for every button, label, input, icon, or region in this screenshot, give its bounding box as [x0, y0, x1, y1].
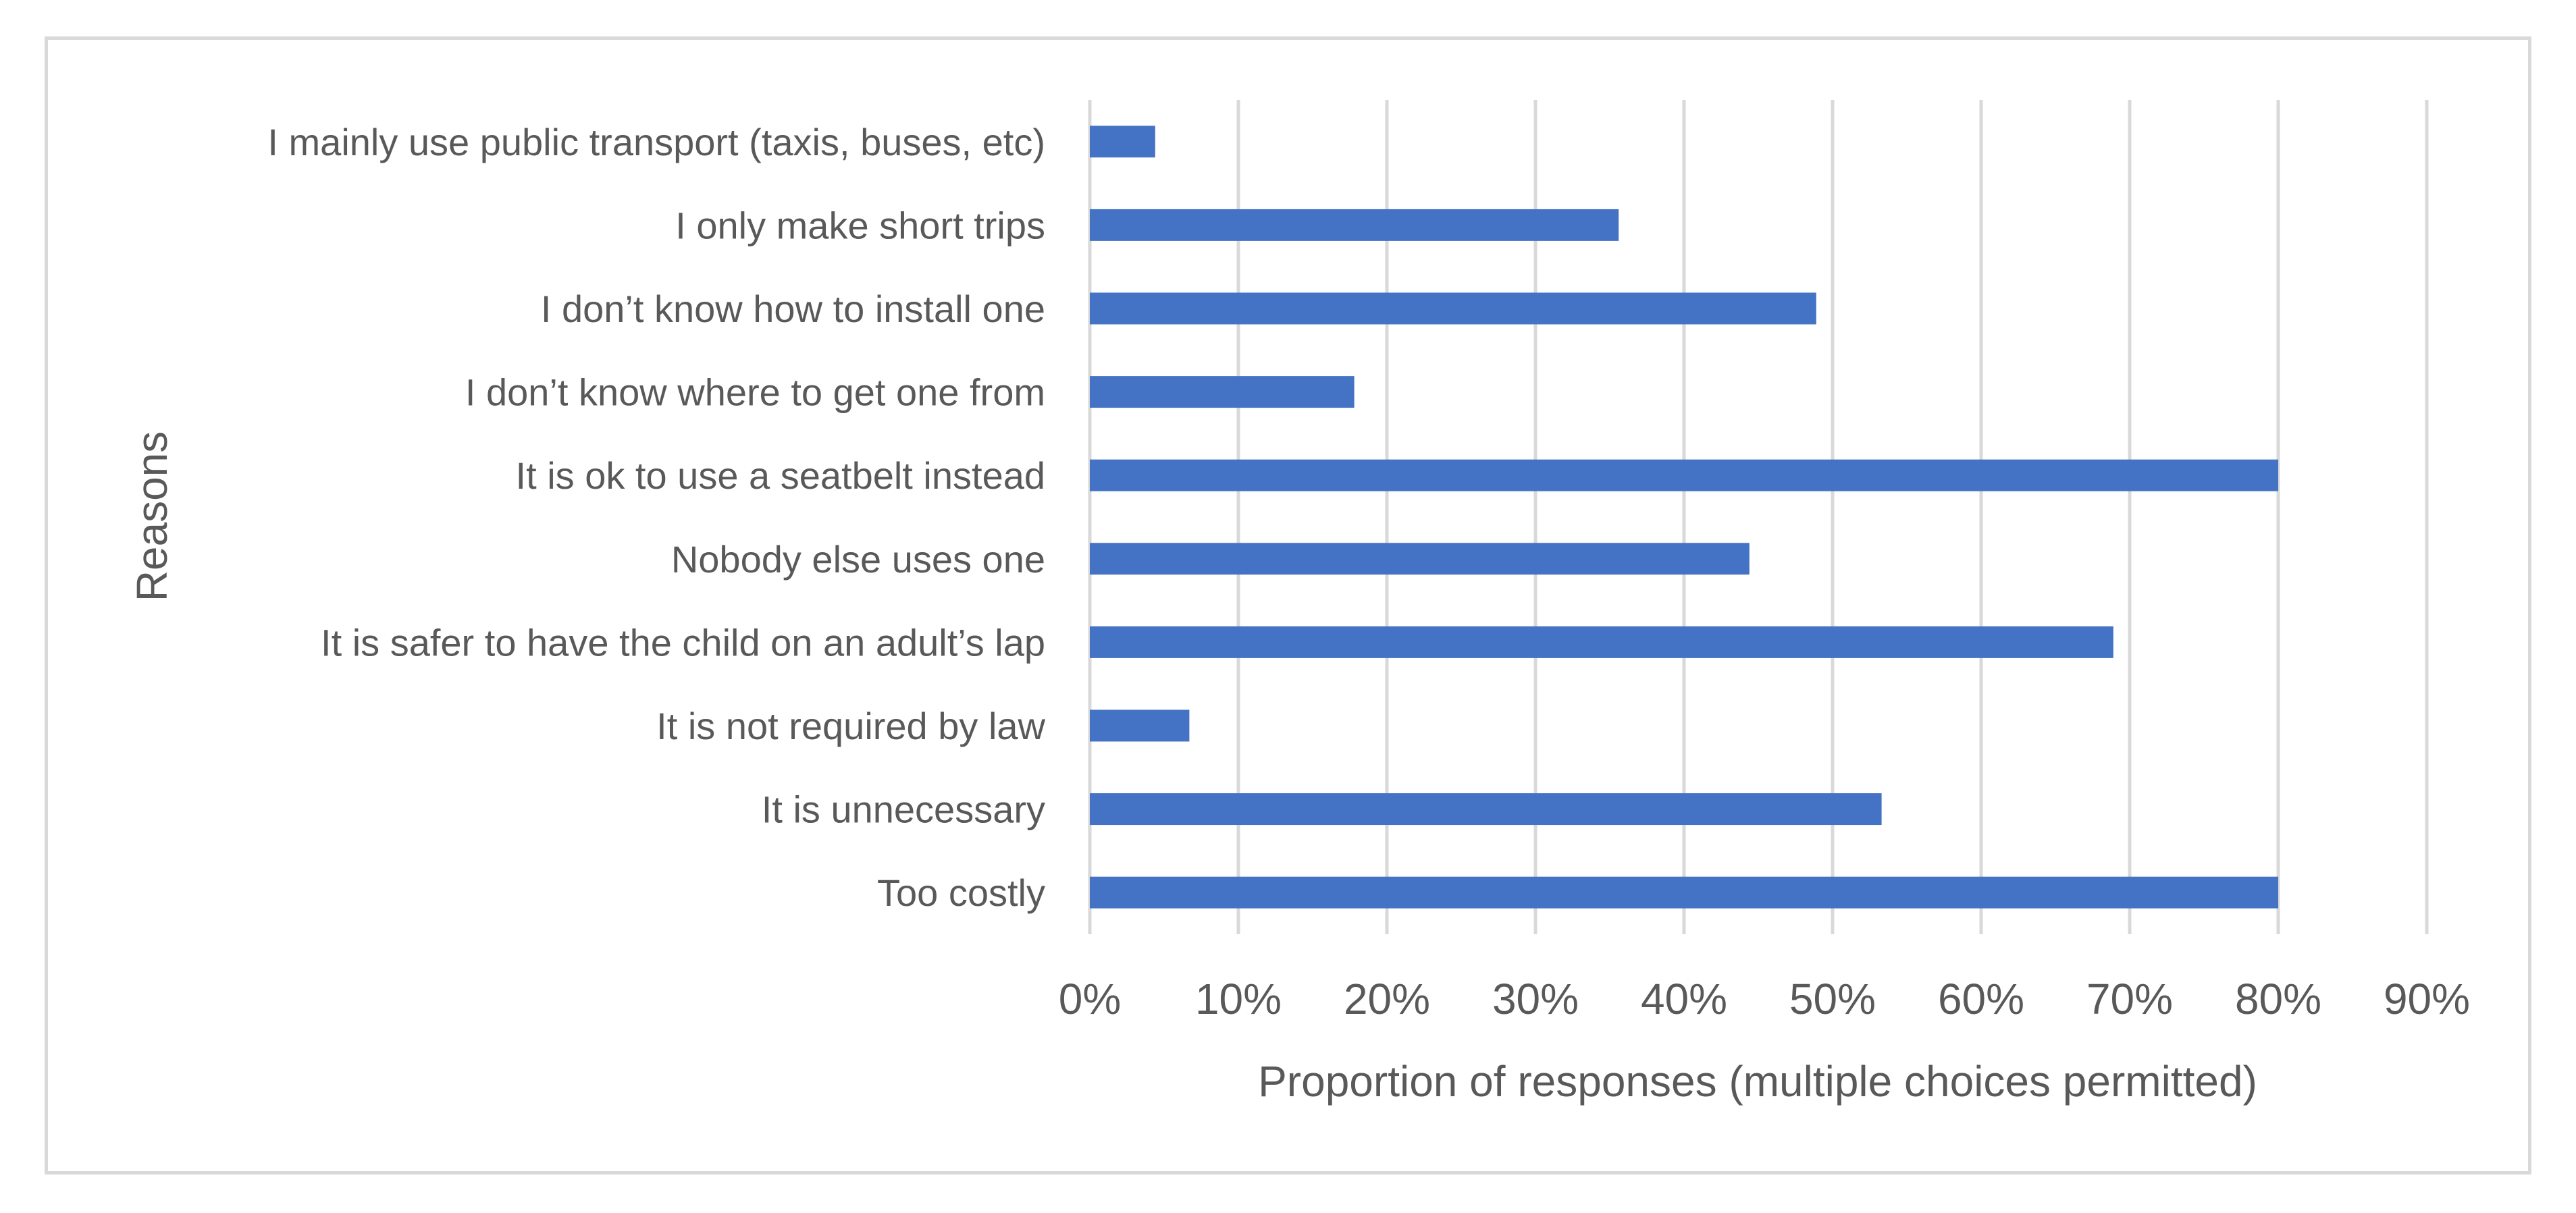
- x-axis-title: Proportion of responses (multiple choice…: [1258, 1057, 2257, 1106]
- x-tick-label: 50%: [1789, 975, 1876, 1023]
- category-label: Nobody else uses one: [671, 538, 1045, 581]
- bar: [1090, 376, 1355, 408]
- category-labels: I mainly use public transport (taxis, bu…: [267, 121, 1045, 914]
- bar: [1090, 126, 1155, 158]
- category-label: It is unnecessary: [762, 788, 1045, 831]
- category-label: I don’t know where to get one from: [465, 371, 1045, 414]
- x-tick-label: 10%: [1195, 975, 1282, 1023]
- category-label: I mainly use public transport (taxis, bu…: [267, 121, 1045, 163]
- x-tick-label: 70%: [2086, 975, 2173, 1023]
- category-label: It is not required by law: [656, 705, 1045, 747]
- category-label: I don’t know how to install one: [541, 288, 1045, 330]
- bar: [1090, 793, 1882, 826]
- bar: [1090, 543, 1750, 575]
- x-tick-label: 80%: [2235, 975, 2321, 1023]
- x-tick-label: 0%: [1059, 975, 1122, 1023]
- bar: [1090, 459, 2278, 491]
- bar: [1090, 626, 2113, 658]
- x-tick-label: 40%: [1641, 975, 1727, 1023]
- x-tick-label: 90%: [2384, 975, 2470, 1023]
- x-tick-labels: 0% 10% 20% 30% 40% 50% 60% 70% 80% 90%: [1059, 975, 2470, 1023]
- bar: [1090, 209, 1619, 241]
- bar: [1090, 876, 2278, 909]
- category-label: It is ok to use a seatbelt instead: [516, 454, 1045, 497]
- bars: [1090, 126, 2278, 909]
- category-label: Too costly: [877, 871, 1045, 914]
- category-label: It is safer to have the child on an adul…: [321, 621, 1045, 664]
- x-tick-label: 20%: [1344, 975, 1430, 1023]
- bar: [1090, 292, 1816, 325]
- x-tick-label: 30%: [1492, 975, 1579, 1023]
- x-tick-label: 60%: [1938, 975, 2024, 1023]
- category-label: I only make short trips: [675, 204, 1045, 246]
- y-axis-title: Reasons: [128, 431, 176, 602]
- bar: [1090, 709, 1190, 742]
